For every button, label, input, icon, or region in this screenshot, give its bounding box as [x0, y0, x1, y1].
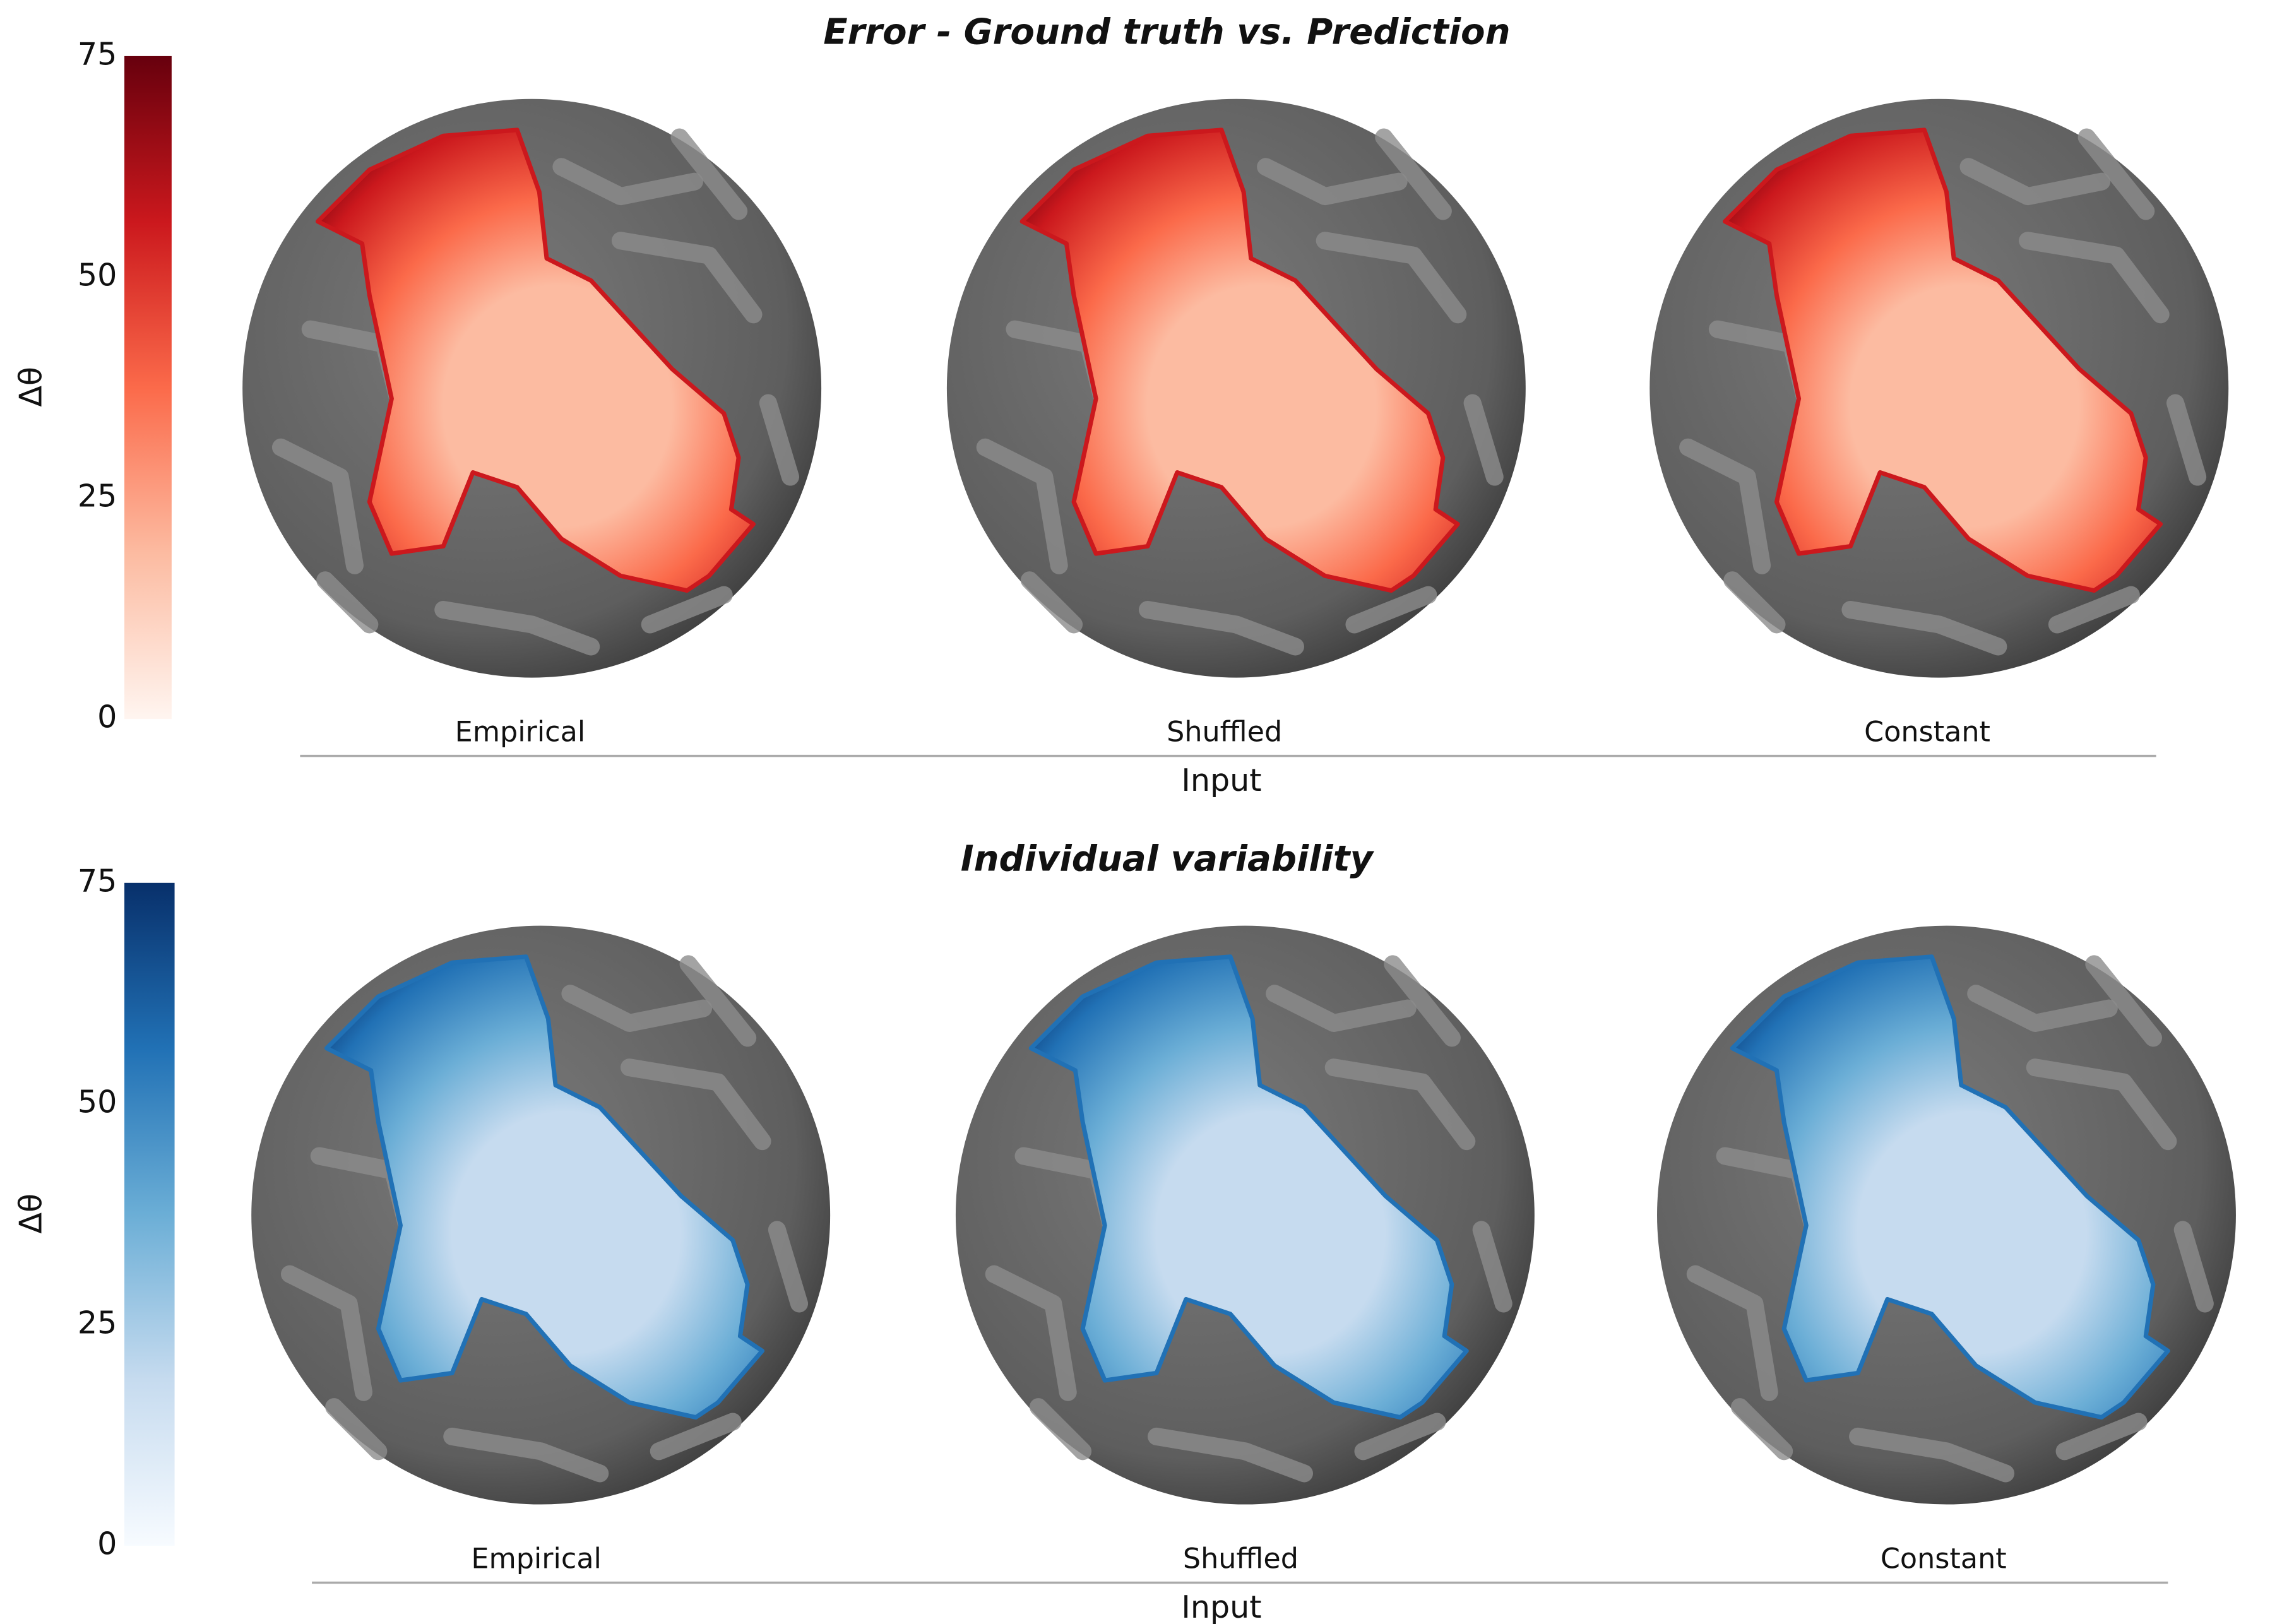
- sulcus-pattern: [2166, 394, 2207, 486]
- sulcus-pattern: [1324, 1058, 1476, 1151]
- colorbar: [124, 882, 175, 1546]
- x-category-label: Shuffled: [1167, 716, 1282, 749]
- sulcus-pattern: [316, 571, 379, 634]
- sulcus-pattern: [1841, 601, 2007, 656]
- sulcus-pattern: [1148, 1427, 1314, 1483]
- colorbar-label: Δθ: [13, 1194, 49, 1234]
- sulcus-pattern: [641, 586, 733, 634]
- sulcus-pattern: [1029, 1398, 1092, 1461]
- sulcus-pattern: [1020, 571, 1083, 634]
- x-category-label: Shuffled: [1183, 1543, 1298, 1575]
- sulcus-pattern: [1723, 571, 1786, 634]
- surface-map: [1019, 127, 1460, 593]
- sulcus-pattern: [561, 985, 712, 1033]
- panel-title: Individual variability: [961, 838, 1375, 879]
- sulcus-pattern: [1257, 158, 1408, 206]
- sulcus-pattern: [1686, 1265, 1778, 1401]
- sulcus-pattern: [1472, 1221, 1512, 1313]
- x-category-label: Empirical: [471, 1543, 602, 1575]
- sulcus-pattern: [1138, 601, 1304, 656]
- sulcus-pattern: [325, 1398, 388, 1461]
- sulcus-pattern: [768, 1221, 809, 1313]
- sulcus-pattern: [1384, 955, 1461, 1047]
- x-axis-label: Input: [1181, 762, 1261, 798]
- sulcus-pattern: [2173, 1221, 2214, 1313]
- colorbar-label: Δθ: [13, 367, 49, 407]
- sulcus-pattern: [434, 601, 600, 656]
- x-category-label: Constant: [1881, 1543, 2007, 1575]
- sulcus-pattern: [976, 438, 1068, 574]
- colorbar-tick-label: 25: [78, 1304, 117, 1341]
- colorbar-tick-label: 75: [78, 35, 117, 72]
- x-category-label: Constant: [1864, 716, 1990, 749]
- sulcus-pattern: [1959, 158, 2111, 206]
- surface-map: [1730, 954, 2170, 1420]
- sulcus-pattern: [1849, 1427, 2015, 1483]
- sulcus-pattern: [1375, 128, 1452, 220]
- sulcus-pattern: [443, 1427, 609, 1483]
- sulcus-pattern: [1730, 1398, 1793, 1461]
- x-category-label: Empirical: [455, 716, 586, 749]
- surface-map: [315, 127, 756, 593]
- sulcus-pattern: [620, 1058, 771, 1151]
- sulcus-pattern: [271, 438, 364, 574]
- colorbar-tick-label: 75: [78, 862, 117, 899]
- sulcus-pattern: [650, 1413, 742, 1461]
- sulcus-pattern: [2048, 586, 2140, 634]
- surface-map: [324, 954, 765, 1420]
- sulcus-pattern: [1463, 394, 1504, 486]
- sulcus-pattern: [1316, 232, 1467, 324]
- colorbar-tick-label: 0: [97, 699, 117, 735]
- sulcus-pattern: [759, 394, 800, 486]
- sulcus-pattern: [2019, 232, 2170, 324]
- colorbar-tick-label: 0: [97, 1526, 117, 1562]
- surface-map: [1028, 954, 1469, 1420]
- surface-map: [1723, 127, 2163, 593]
- colorbar-tick-label: 50: [78, 1083, 117, 1120]
- colorbar-tick-label: 50: [78, 256, 117, 293]
- x-axis-label: Input: [1181, 1589, 1261, 1624]
- colorbar-tick-label: 25: [78, 478, 117, 514]
- sulcus-pattern: [2077, 128, 2155, 220]
- sulcus-pattern: [1354, 1413, 1446, 1461]
- colorbar: [124, 56, 172, 720]
- sulcus-pattern: [1345, 586, 1437, 634]
- sulcus-pattern: [2085, 955, 2162, 1047]
- sulcus-pattern: [1679, 438, 1771, 574]
- sulcus-pattern: [280, 1265, 373, 1401]
- sulcus-pattern: [1967, 985, 2118, 1033]
- sulcus-pattern: [611, 232, 763, 324]
- panel-title: Error - Ground truth vs. Prediction: [823, 11, 1510, 52]
- sulcus-pattern: [1266, 985, 1417, 1033]
- sulcus-pattern: [2055, 1413, 2148, 1461]
- sulcus-pattern: [985, 1265, 1077, 1401]
- sulcus-pattern: [670, 128, 748, 220]
- sulcus-pattern: [679, 955, 757, 1047]
- sulcus-pattern: [552, 158, 703, 206]
- sulcus-pattern: [2026, 1058, 2177, 1151]
